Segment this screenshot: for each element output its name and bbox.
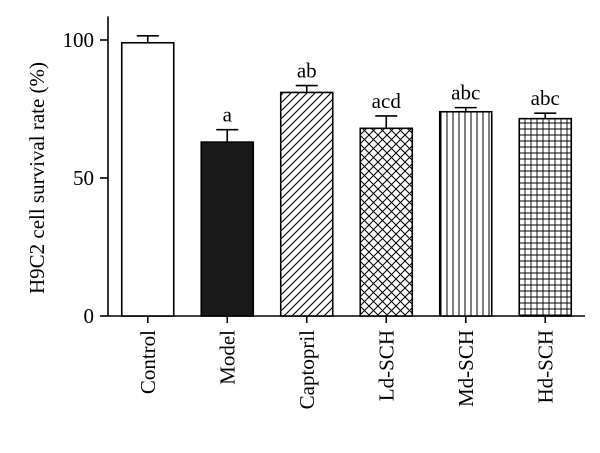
y-tick-label: 100	[63, 28, 95, 52]
labels: Control a Model ab Captopril acd Ld-SCH abc Md-S…	[136, 59, 560, 410]
bar-control	[120, 41, 175, 317]
x-tick-label: Ld-SCH	[374, 330, 398, 401]
bars	[120, 35, 573, 317]
bar-model	[200, 141, 255, 317]
bar-ld-sch	[359, 127, 414, 317]
x-tick-label: Control	[136, 330, 160, 394]
y-axis-label: H9C2 cell survival rate (%)	[25, 62, 49, 294]
significance-label: abc	[451, 81, 480, 105]
axes: 0 50 100	[63, 16, 585, 328]
significance-label: a	[223, 103, 233, 127]
bar-hd-sch	[518, 117, 573, 317]
x-tick-label: Captopril	[295, 330, 319, 409]
bar-md-sch	[438, 110, 493, 317]
x-tick-label: Md-SCH	[454, 330, 478, 407]
y-tick-label: 0	[84, 304, 95, 328]
x-tick-label: Hd-SCH	[533, 330, 557, 404]
x-tick-label: Model	[215, 330, 239, 385]
significance-label: abc	[531, 86, 560, 110]
significance-label: acd	[372, 89, 402, 113]
significance-label: ab	[297, 59, 317, 83]
bar-captopril	[279, 91, 334, 317]
y-tick-label: 50	[73, 166, 94, 190]
